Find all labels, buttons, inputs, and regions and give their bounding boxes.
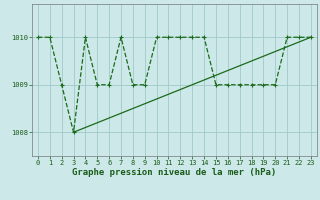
X-axis label: Graphe pression niveau de la mer (hPa): Graphe pression niveau de la mer (hPa) bbox=[72, 168, 276, 177]
